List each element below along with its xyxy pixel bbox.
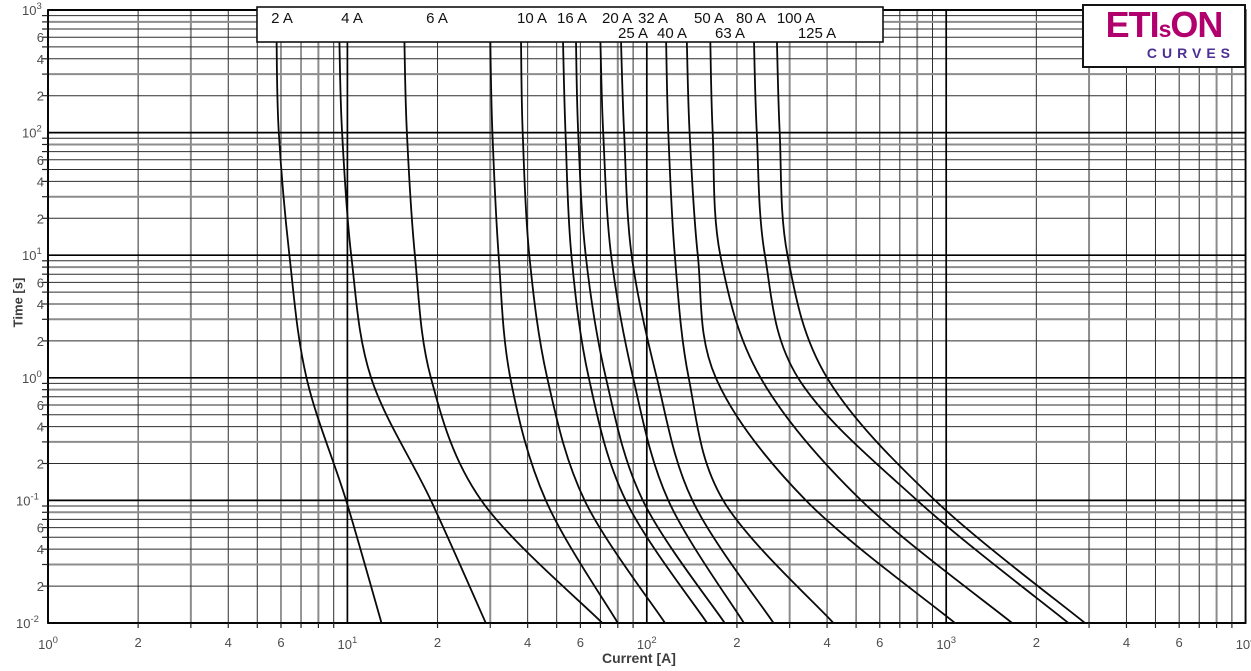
y-tick-decade-label: 101 — [22, 246, 42, 263]
logo-text-eti: ETI — [1105, 4, 1160, 45]
y-tick-decade-label: 100 — [22, 369, 42, 386]
curve-label-4a: 4 A — [341, 10, 363, 27]
y-tick-label: 4 — [37, 420, 44, 435]
y-tick-label: 4 — [37, 297, 44, 312]
y-tick-label: 2 — [37, 211, 44, 226]
curve-label-50a: 50 A — [694, 10, 724, 27]
curve-label-125a: 125 A — [798, 25, 836, 42]
curve-2a — [275, 40, 383, 624]
x-tick-label: 2 — [135, 635, 142, 650]
curve-10a — [489, 40, 619, 624]
y-tick-label: 2 — [37, 334, 44, 349]
x-tick-decade-label: 104 — [1236, 635, 1251, 652]
logo-text-on: ON — [1170, 4, 1223, 45]
y-tick-label: 2 — [37, 456, 44, 471]
y-tick-decade-label: 102 — [22, 124, 42, 141]
x-tick-label: 2 — [733, 635, 740, 650]
curve-label-40a: 40 A — [657, 25, 687, 42]
y-tick-label: 4 — [37, 542, 44, 557]
curve-20a — [562, 40, 708, 624]
y-tick-label: 6 — [37, 275, 44, 290]
x-tick-label: 2 — [1033, 635, 1040, 650]
y-tick-decade-label: 103 — [22, 1, 42, 18]
y-tick-label: 6 — [37, 153, 44, 168]
curve-63a — [685, 40, 956, 624]
logo-wordmark: ETIsON — [1084, 7, 1244, 51]
curve-label-10a: 10 A — [517, 10, 547, 27]
y-tick-label: 2 — [37, 89, 44, 104]
curve-50a — [665, 40, 835, 624]
curve-4a — [338, 40, 487, 624]
logo-subtext: CURVES — [1146, 45, 1235, 61]
logo-text-s: s — [1158, 16, 1172, 42]
curve-label-25a: 25 A — [618, 25, 648, 42]
curve-6a — [403, 40, 604, 624]
x-tick-label: 2 — [434, 635, 441, 650]
y-tick-label: 6 — [37, 398, 44, 413]
x-tick-label: 6 — [577, 635, 584, 650]
y-tick-label: 4 — [37, 174, 44, 189]
curve-label-20a: 20 A — [602, 10, 632, 27]
curve-80a — [709, 40, 1013, 624]
y-tick-label: 2 — [37, 579, 44, 594]
legend-box — [256, 6, 884, 43]
curve-label-32a: 32 A — [638, 10, 668, 27]
curve-label-16a: 16 A — [557, 10, 587, 27]
curve-label-6a: 6 A — [426, 10, 448, 27]
y-tick-label: 6 — [37, 521, 44, 536]
y-axis-title: Time [s] — [10, 277, 26, 328]
curve-16a — [520, 40, 666, 624]
y-tick-label: 6 — [37, 30, 44, 45]
y-tick-label: 4 — [37, 52, 44, 67]
curve-100a — [753, 40, 1070, 624]
x-tick-label: 4 — [524, 635, 531, 650]
x-tick-decade-label: 102 — [637, 635, 657, 652]
x-tick-label: 6 — [277, 635, 284, 650]
x-tick-label: 6 — [1176, 635, 1183, 650]
x-tick-label: 4 — [1123, 635, 1130, 650]
logo-box: ETIsON CURVES — [1082, 4, 1246, 68]
curve-32a — [599, 40, 745, 624]
x-tick-label: 4 — [225, 635, 232, 650]
curve-label-63a: 63 A — [715, 25, 745, 42]
curve-40a — [620, 40, 775, 624]
curve-label-100a: 100 A — [777, 10, 815, 27]
x-axis-title: Current [A] — [602, 650, 676, 666]
curve-25a — [575, 40, 726, 624]
x-tick-label: 4 — [823, 635, 830, 650]
x-tick-decade-label: 103 — [936, 635, 956, 652]
x-tick-decade-label: 100 — [38, 635, 58, 652]
curve-label-80a: 80 A — [736, 10, 766, 27]
y-tick-decade-label: 10-2 — [16, 614, 39, 631]
x-tick-label: 6 — [876, 635, 883, 650]
y-tick-decade-label: 10-1 — [16, 491, 39, 508]
curve-125a — [776, 40, 1086, 624]
curve-label-2a: 2 A — [271, 10, 293, 27]
x-tick-decade-label: 101 — [338, 635, 358, 652]
